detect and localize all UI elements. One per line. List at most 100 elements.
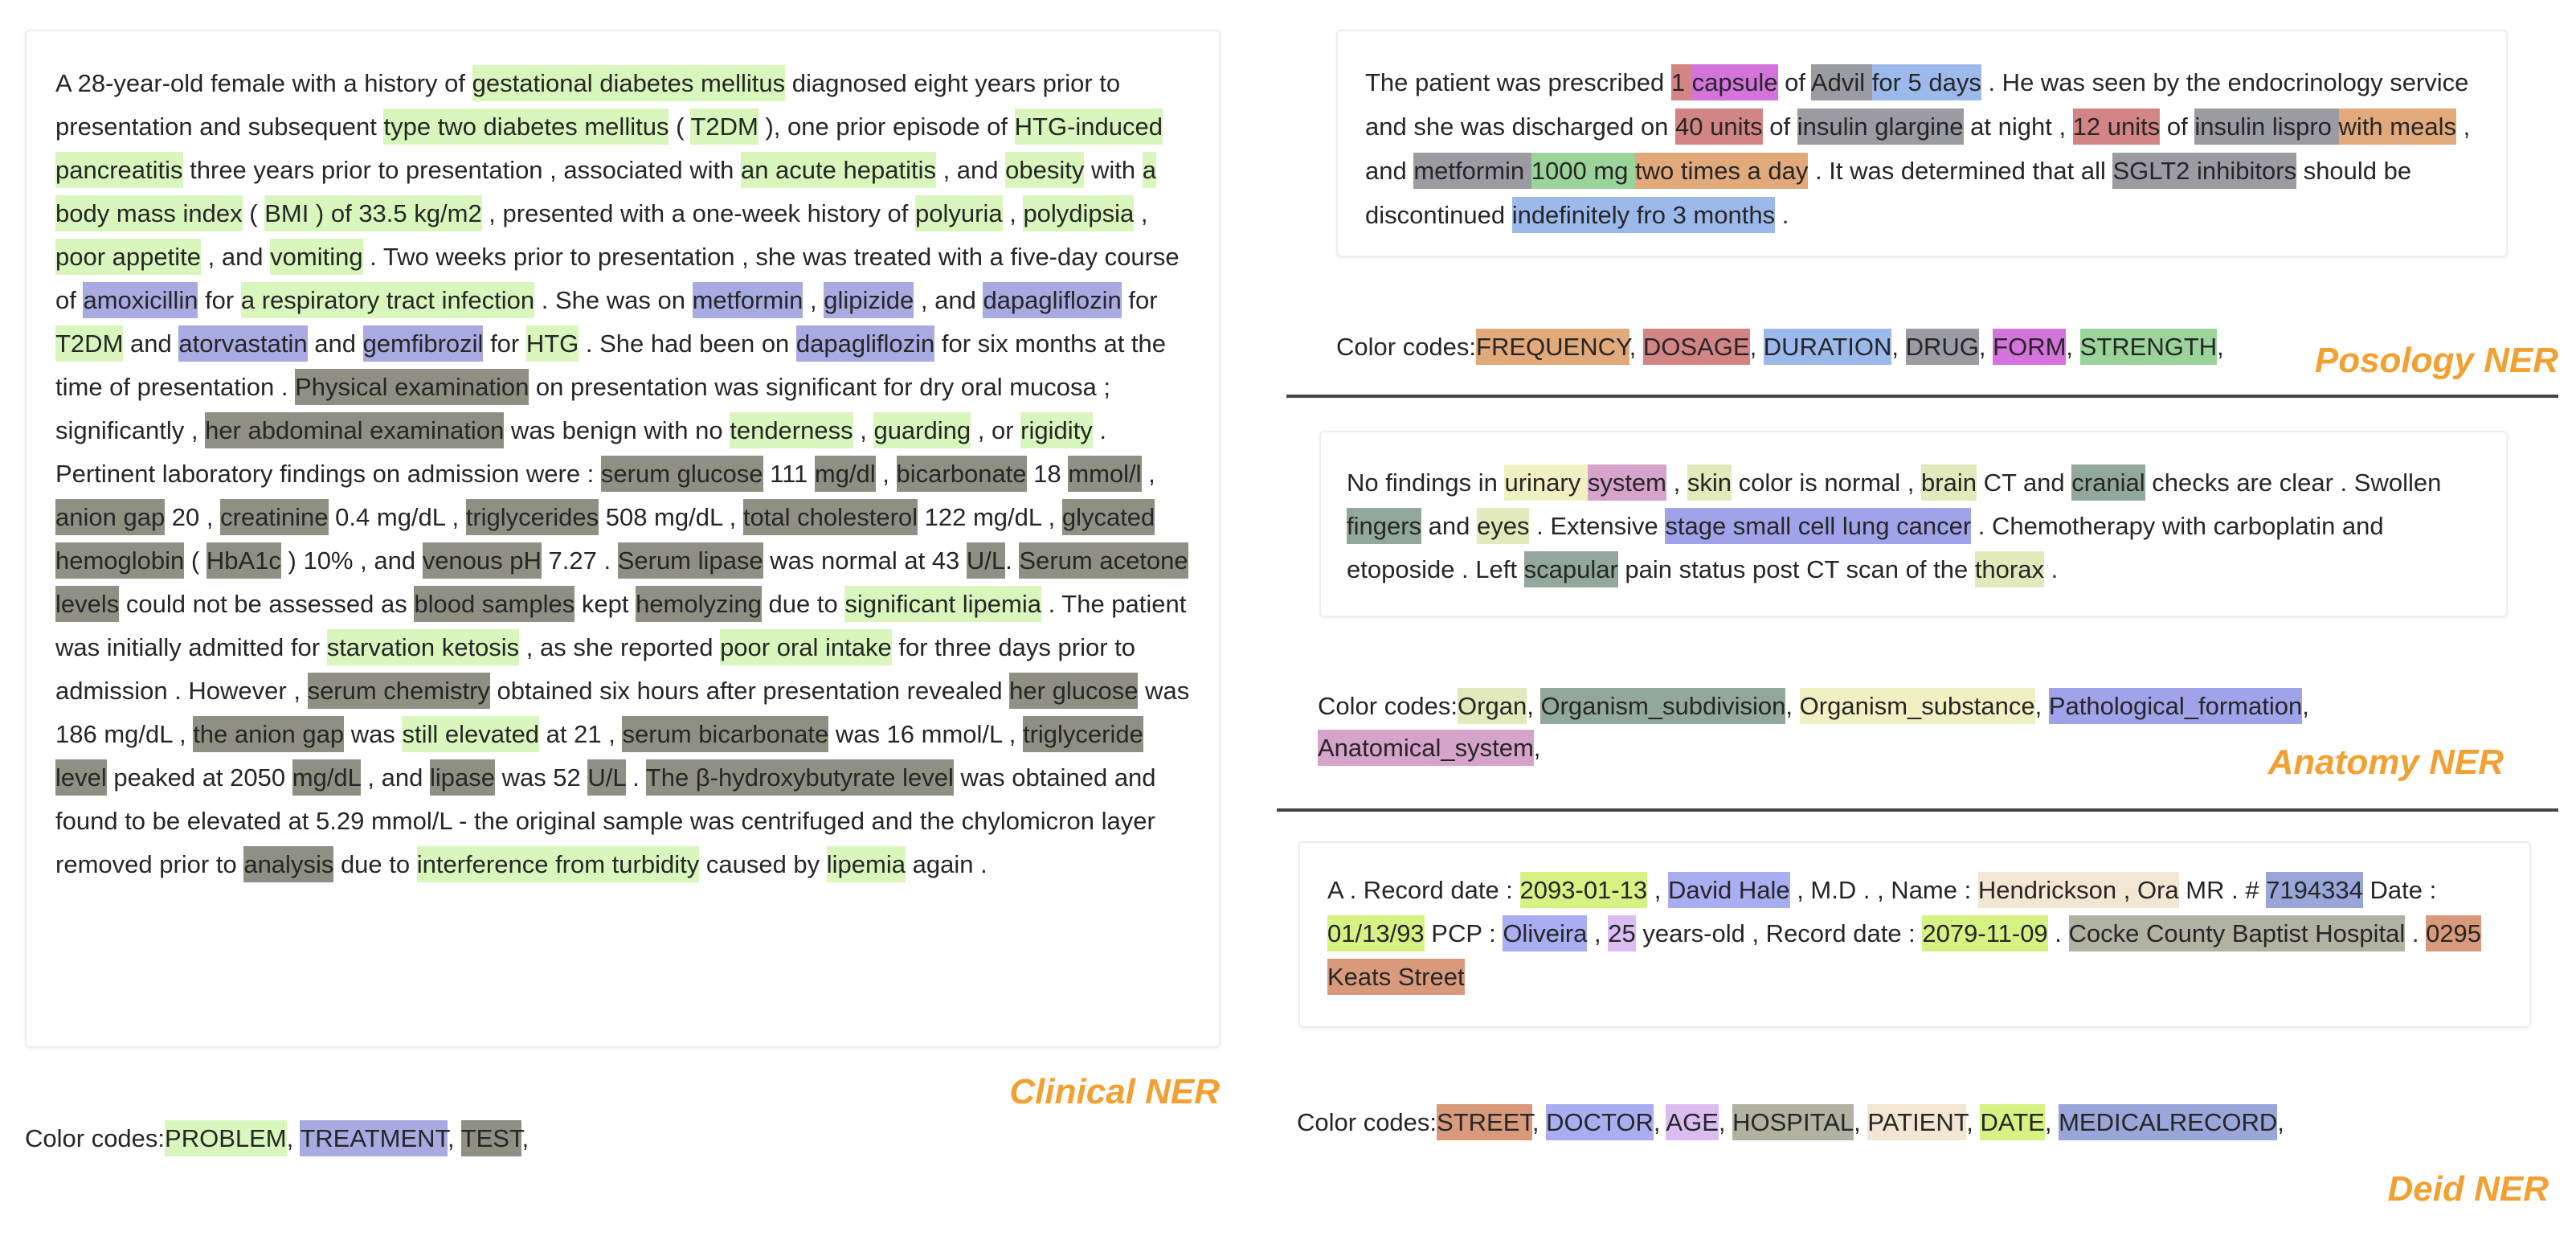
posology-color-legend: Color codes:FREQUENCY, DOSAGE, DURATION,… — [1336, 326, 2224, 368]
entity-age: 25 — [1608, 915, 1636, 951]
entity-dosage: 12 units — [2072, 108, 2161, 145]
plain-text: , M.D . , Name : — [1789, 876, 1978, 904]
entity-test: blood samples — [414, 586, 575, 622]
plain-text: on presentation was significant for dry … — [55, 373, 1110, 444]
plain-text: again . — [906, 850, 987, 878]
entity-pathological-formation: stage small cell lung cancer — [1665, 508, 1972, 544]
entity-problem: gestational diabetes mellitus — [472, 65, 786, 101]
plain-text: obtained six hours after presentation re… — [489, 677, 1010, 705]
legend-item-medicalrecord: MEDICALRECORD — [2059, 1104, 2278, 1140]
deid-annotated-text: A . Record date : 2093-01-13 , David Hal… — [1327, 869, 2502, 999]
anatomy-color-legend: Color codes:Organ, Organism_subdivision,… — [1318, 685, 2475, 769]
entity-treatment: atorvastatin — [178, 325, 308, 362]
entity-test: The β-hydroxybutyrate level — [645, 759, 954, 796]
legend-item-organ: Organ — [1458, 688, 1527, 724]
plain-text: , and — [935, 156, 1006, 184]
entity-treatment: metformin — [692, 282, 803, 318]
plain-text: was 186 mg/dL , — [55, 677, 1190, 748]
entity-test: her glucose — [1009, 673, 1139, 709]
entity-problem: polydipsia — [1023, 195, 1135, 231]
plain-text: , — [853, 416, 874, 444]
plain-text: 508 mg/dL , — [599, 503, 743, 531]
legend-item-organism-subdivision: Organism_subdivision — [1540, 688, 1786, 724]
plain-text: , — [1134, 199, 1148, 227]
legend-item-treatment: TREATMENT — [300, 1120, 448, 1156]
plain-text: three years prior to presentation , asso… — [182, 156, 741, 184]
plain-text: 20 , — [165, 503, 221, 531]
clinical-text-panel: A 28-year-old female with a history of g… — [25, 30, 1221, 1048]
plain-text: was normal at 43 — [763, 546, 967, 575]
entity-test: Physical examination — [295, 369, 530, 405]
entity-form: capsule — [1691, 64, 1778, 100]
plain-text: was — [344, 720, 403, 748]
entity-dosage: 1 — [1670, 64, 1692, 100]
legend-prefix: Color codes: — [1318, 692, 1458, 720]
entity-organism-subdivision: cranial — [2071, 464, 2145, 501]
entity-problem: BMI ) of 33.5 kg/m2 — [264, 195, 482, 231]
entity-problem: poor appetite — [55, 239, 201, 275]
plain-text: for six months at the time of presentati… — [55, 329, 1167, 401]
plain-text: A . Record date : — [1327, 876, 1520, 904]
plain-text: , and — [200, 243, 271, 271]
plain-text: . Extensive — [1529, 512, 1666, 540]
entity-problem: an acute hepatitis — [740, 152, 936, 188]
plain-text: , — [1647, 876, 1668, 904]
entity-test: mmol/l — [1068, 456, 1142, 492]
entity-test: HbA1c — [206, 542, 281, 579]
section-divider — [1277, 808, 2558, 812]
plain-text: at night , — [1963, 113, 2073, 141]
entity-date: 2079-11-09 — [1922, 915, 2048, 951]
anatomy-text-panel: No findings in urinary system , skin col… — [1319, 431, 2508, 617]
plain-text: . — [2047, 919, 2069, 947]
legend-prefix: Color codes: — [25, 1124, 166, 1152]
anatomy-ner-title: Anatomy NER — [2267, 743, 2504, 782]
plain-text: . The patient was initially admitted for — [55, 590, 1187, 661]
entity-test: serum chemistry — [307, 673, 490, 709]
plain-text: for — [198, 286, 241, 314]
entity-frequency: two times a day — [1635, 153, 1809, 189]
legend-item-drug: DRUG — [1905, 329, 1979, 365]
entity-test: venous pH — [422, 542, 542, 579]
plain-text: , — [1587, 919, 1609, 947]
entity-test: U/L — [587, 759, 626, 796]
plain-text: , and — [1365, 113, 2471, 185]
plain-text: . Chemotherapy with carboplatin and etop… — [1347, 512, 2384, 583]
legend-item-doctor: DOCTOR — [1546, 1104, 1654, 1140]
plain-text: caused by — [699, 850, 827, 878]
plain-text: with — [1084, 156, 1143, 184]
entity-problem: starvation ketosis — [326, 629, 520, 665]
entity-test: total cholesterol — [742, 499, 918, 535]
plain-text: for three days prior to admission . Howe… — [55, 633, 1135, 705]
plain-text: . Pertinent laboratory findings on admis… — [55, 416, 1106, 488]
entity-test: triglycerides — [465, 499, 599, 535]
entity-treatment: dapagliflozin — [795, 325, 935, 362]
legend-item-street: STREET — [1437, 1104, 1532, 1140]
plain-text: ( — [242, 199, 265, 227]
plain-text: 18 — [1026, 460, 1069, 488]
entity-doctor: Oliveira — [1503, 915, 1588, 951]
entity-organ: thorax — [1974, 551, 2044, 587]
legend-item-dosage: DOSAGE — [1642, 329, 1750, 365]
entity-anatomical-system: system — [1587, 464, 1667, 501]
entity-organism-substance: urinary — [1504, 464, 1588, 501]
entity-treatment: gemfibrozil — [362, 325, 484, 362]
plain-text: , — [803, 286, 824, 314]
entity-date: 01/13/93 — [1327, 915, 1425, 951]
entity-test: analysis — [243, 846, 334, 882]
plain-text: years-old , Record date : — [1635, 919, 1923, 947]
entity-treatment: glipizide — [824, 282, 914, 318]
plain-text: , and — [360, 763, 430, 792]
entity-drug: SGLT2 inhibitors — [2112, 153, 2297, 189]
entity-test: Serum lipase — [617, 542, 763, 579]
plain-text: peaked at 2050 — [106, 763, 292, 792]
plain-text: , presented with a one-week history of — [481, 199, 916, 227]
legend-item-frequency: FREQUENCY — [1476, 329, 1629, 365]
plain-text: 7.27 . — [541, 546, 618, 575]
deid-color-legend: Color codes:STREET, DOCTOR, AGE, HOSPITA… — [1297, 1102, 2284, 1144]
plain-text: . It was determined that all — [1808, 157, 2113, 185]
plain-text: . — [1775, 201, 1789, 229]
entity-test: serum bicarbonate — [622, 716, 829, 752]
entity-problem: still elevated — [402, 716, 540, 752]
plain-text: pain status post CT scan of the — [1617, 555, 1975, 583]
entity-problem: lipemia — [826, 846, 906, 882]
